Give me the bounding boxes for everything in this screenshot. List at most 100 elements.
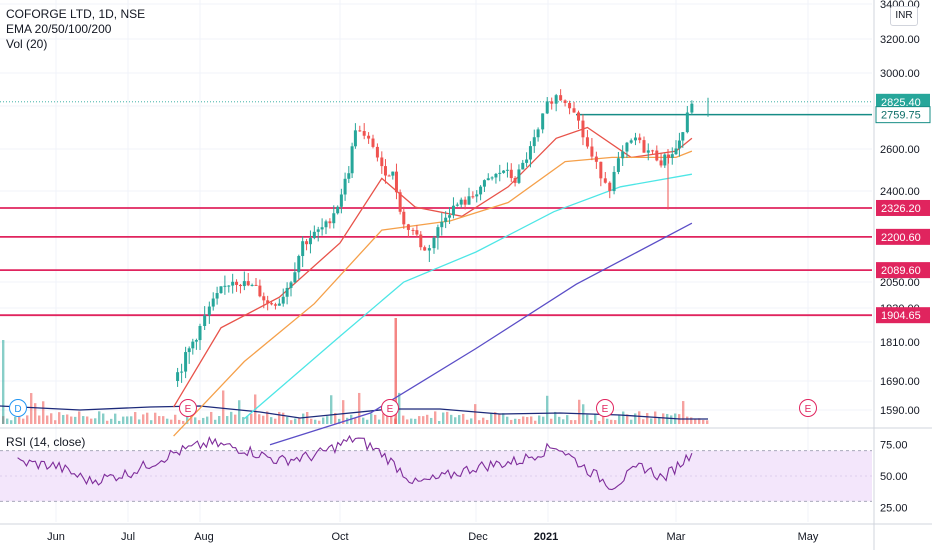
volume-bar <box>414 418 417 424</box>
volume-bar <box>702 419 705 424</box>
candle-body <box>550 101 554 104</box>
volume-bar <box>190 413 193 424</box>
volume-bar <box>74 416 77 424</box>
candle-body <box>285 287 289 297</box>
volume-bar <box>214 419 217 424</box>
volume-bar <box>162 416 165 424</box>
candle-body <box>585 137 589 147</box>
candle-body <box>509 169 513 179</box>
volume-bar <box>150 420 153 424</box>
volume-bar <box>50 413 53 424</box>
volume-bar <box>458 415 461 424</box>
time-tick-label: Mar <box>667 531 686 543</box>
candle-body <box>528 146 532 160</box>
candle-body <box>273 304 277 306</box>
candle-body <box>358 130 362 132</box>
candle-body <box>383 166 387 176</box>
marker-circle <box>381 399 399 417</box>
volume-bar <box>498 413 501 424</box>
volume-bar <box>42 401 45 424</box>
volume-bar <box>98 411 101 424</box>
price-tick-label: 1810.00 <box>880 337 920 349</box>
volume-bar <box>78 411 81 424</box>
candle-body <box>242 281 246 287</box>
volume-bar <box>390 412 393 424</box>
candle-body <box>541 113 545 130</box>
price-label-text: 2089.60 <box>881 265 921 277</box>
volume-bar <box>634 413 637 424</box>
volume-bar <box>650 418 653 424</box>
candle-body <box>667 154 671 158</box>
candle-body <box>633 137 637 141</box>
volume-bar <box>130 416 133 424</box>
rsi-tick-label: 75.00 <box>880 439 908 451</box>
volume-bar <box>698 418 701 424</box>
volume-bar <box>318 420 321 424</box>
volume-bar <box>154 412 157 424</box>
candle-body <box>577 112 580 121</box>
candle-body <box>427 248 431 251</box>
volume-bar <box>338 418 341 424</box>
candle-body <box>343 178 347 195</box>
candle-body <box>281 296 285 304</box>
price-label-box <box>876 228 930 245</box>
candle-body <box>402 211 406 225</box>
volume-bar <box>10 420 13 424</box>
candle-body <box>375 146 379 158</box>
price-label-box <box>876 93 930 110</box>
candles <box>176 89 709 387</box>
currency-button[interactable]: INR <box>890 6 918 26</box>
candle-body <box>308 238 312 245</box>
candle-body <box>479 186 483 195</box>
candle-body <box>513 178 517 183</box>
volume-bar <box>178 419 181 424</box>
volume-bar <box>558 416 561 424</box>
volume-bar <box>90 418 93 424</box>
volume-bar <box>570 420 573 424</box>
candle-body <box>223 285 227 287</box>
volume-bar <box>694 419 697 424</box>
candle-body <box>277 303 281 306</box>
candle-body <box>494 173 498 178</box>
candle-body <box>616 158 620 172</box>
candle-body <box>411 229 415 231</box>
candle-body <box>651 150 655 152</box>
marker-circle <box>179 399 197 417</box>
volume-bar <box>438 420 441 424</box>
volume-bar <box>522 416 525 424</box>
candle-body <box>324 221 328 228</box>
volume-bar <box>486 419 489 424</box>
volume-bar <box>506 416 509 424</box>
volume-bar <box>642 419 645 424</box>
time-tick-label: Dec <box>468 531 488 543</box>
earnings-marker: E <box>799 399 817 417</box>
candle-body <box>559 95 563 101</box>
volume-bar <box>106 420 109 424</box>
volume-bar <box>202 417 205 424</box>
candle-body <box>463 199 467 205</box>
volume-bar <box>646 413 649 424</box>
volume-bar <box>598 420 601 424</box>
volume-bar <box>322 417 325 424</box>
volume-bar <box>194 417 197 424</box>
legend-symbol: COFORGE LTD, 1D, NSE <box>6 7 146 21</box>
volume-bar <box>614 420 617 424</box>
candle-body <box>305 241 309 245</box>
volume-bar <box>62 414 65 424</box>
volume-bar <box>510 419 513 424</box>
candle-body <box>581 120 585 138</box>
volume-bar <box>546 395 549 424</box>
candle-body <box>572 108 576 113</box>
volume-bar <box>682 401 685 424</box>
volume-bar <box>386 412 389 424</box>
candle-body <box>525 159 529 163</box>
candle-body <box>532 137 536 147</box>
volume-bar <box>622 411 625 424</box>
price-tick-label: 1690.00 <box>880 376 920 388</box>
candle-body <box>398 192 402 212</box>
candle-body <box>320 227 324 230</box>
volume-bar <box>250 413 253 424</box>
marker-circle <box>596 399 614 417</box>
volume-bar <box>170 419 173 424</box>
